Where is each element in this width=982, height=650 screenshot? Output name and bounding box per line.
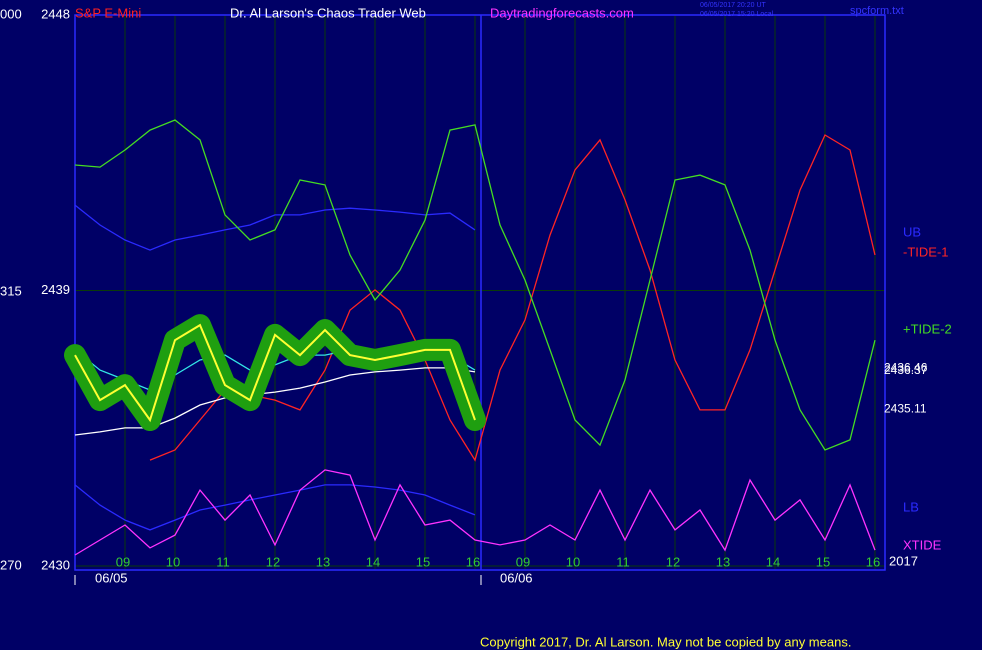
series-line bbox=[74, 119, 876, 451]
series-label: -TIDE-1 bbox=[903, 244, 949, 259]
series-line bbox=[74, 469, 876, 556]
x-tick-label: 12 bbox=[266, 554, 280, 569]
x-tick-label: 09 bbox=[116, 554, 130, 569]
y-tick-label: 2430 bbox=[41, 557, 70, 572]
x-tick-label: 14 bbox=[366, 554, 380, 569]
series-label: UB bbox=[903, 224, 921, 239]
plot-frame bbox=[74, 14, 886, 571]
x-tick-label: 15 bbox=[816, 554, 830, 569]
x-tick-label: 13 bbox=[316, 554, 330, 569]
timestamp: 06/05/2017 20:20 UT bbox=[700, 2, 766, 9]
x-tick-label: 11 bbox=[216, 554, 230, 569]
series-line bbox=[74, 484, 476, 531]
x-tick-label: 10 bbox=[166, 554, 180, 569]
x-tick-label: 12 bbox=[666, 554, 680, 569]
timestamp: 06/05/2017 15:20 Local bbox=[700, 11, 774, 18]
series-line bbox=[149, 134, 876, 462]
x-tick-label: 09 bbox=[516, 554, 530, 569]
last-value-label: 2436.37 bbox=[884, 363, 928, 377]
x-tick-label: 13 bbox=[716, 554, 730, 569]
subtitle: Daytradingforecasts.com bbox=[490, 5, 634, 20]
series-line bbox=[74, 204, 476, 251]
year-label: 2017 bbox=[889, 553, 918, 568]
last-value-label: 2435.11 bbox=[884, 402, 927, 416]
x-tick-label: 14 bbox=[766, 554, 780, 569]
x-tick-label: 11 bbox=[616, 554, 630, 569]
instrument: S&P E-Mini bbox=[75, 5, 141, 20]
date-label: 06/06 bbox=[500, 570, 533, 585]
x-tick-label: 15 bbox=[416, 554, 430, 569]
file-name: spcform.txt bbox=[850, 5, 904, 17]
series-label: LB bbox=[903, 499, 919, 514]
series-label: +TIDE-2 bbox=[903, 321, 952, 336]
title: Dr. Al Larson's Chaos Trader Web bbox=[230, 5, 426, 20]
last-value-label: 2436.46 bbox=[884, 360, 928, 374]
left-label: 315 bbox=[0, 283, 22, 298]
x-tick-label: 16 bbox=[866, 554, 880, 569]
date-label: 06/05 bbox=[95, 570, 128, 585]
series-line bbox=[74, 367, 476, 436]
left-label: 270 bbox=[0, 557, 22, 572]
left-label: 000 bbox=[0, 6, 22, 21]
x-tick-label: 16 bbox=[466, 554, 480, 569]
series-line bbox=[74, 323, 476, 423]
y-tick-label: 2439 bbox=[41, 282, 70, 297]
x-tick-label: 10 bbox=[566, 554, 580, 569]
series-label: XTIDE bbox=[903, 537, 942, 552]
copyright: Copyright 2017, Dr. Al Larson. May not b… bbox=[480, 634, 851, 649]
y-tick-label: 2448 bbox=[41, 6, 70, 21]
